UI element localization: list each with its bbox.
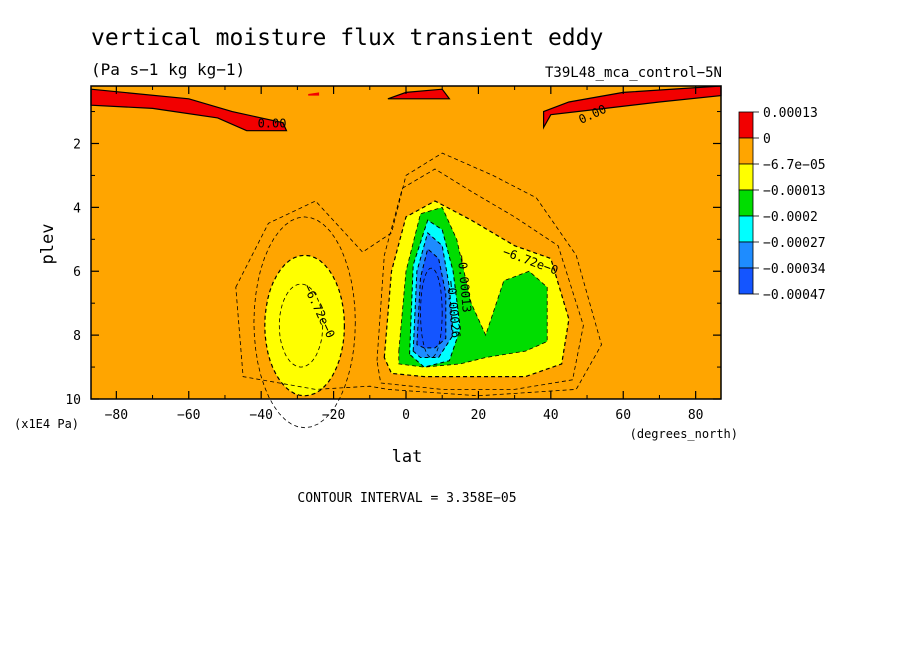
darkblue-region [416, 248, 446, 348]
y-axis: 2 4 6 8 10 [65, 111, 721, 408]
contour-core-1 [409, 219, 461, 368]
x-tick-label: 0 [402, 408, 410, 423]
legend-label: −0.00047 [763, 288, 826, 303]
contour-south-outer [253, 216, 356, 429]
legend-label: −0.00013 [763, 184, 826, 199]
contour-core-3 [416, 247, 447, 349]
legend-label: −0.00034 [763, 262, 826, 277]
red-region-mid [387, 89, 450, 99]
contour-label-5: −0.00026 [444, 280, 463, 339]
x-tick-label: 40 [543, 408, 559, 423]
contour-label-4: −0.00013 [455, 254, 474, 313]
yellow-region-south [264, 255, 345, 396]
y-tick-label: 8 [73, 329, 81, 344]
contour-label-0: 0.00 [258, 117, 287, 131]
y-tick-label: 4 [73, 201, 81, 216]
contour-zero-south [90, 88, 288, 132]
x-tick-label: −20 [322, 408, 345, 423]
x-axis-units: (degrees_north) [630, 427, 738, 441]
x-tick-label: −40 [249, 408, 272, 423]
red-region-small [308, 92, 320, 96]
legend-label: 0 [763, 132, 771, 147]
x-tick-label: −80 [105, 408, 128, 423]
legend-label: −0.00027 [763, 236, 826, 251]
y-axis-label: plev [38, 224, 58, 265]
y-axis-units: (x1E4 Pa) [14, 417, 79, 431]
chart-title: vertical moisture flux transient eddy [91, 25, 603, 51]
contour-south-672 [264, 254, 346, 397]
legend-swatch [738, 189, 754, 217]
run-label: T39L48_mca_control−5N [545, 65, 722, 81]
color-legend: 0.00013 0 −6.7e−05 −0.00013 −0.0002 −0.00027 −… [738, 106, 826, 303]
legend-swatch [738, 215, 754, 243]
legend-label: 0.00013 [763, 106, 818, 121]
legend-swatch [738, 267, 754, 295]
legend-label: −0.0002 [763, 210, 818, 225]
plot-area: 0.00 0.00−6.72e−0−6.72e−0 −0.00013−0.00026… [65, 85, 722, 429]
y-tick-label: 6 [73, 265, 81, 280]
red-region-south [91, 89, 287, 131]
contour-south-inner [278, 283, 324, 368]
x-tick-label: 20 [471, 408, 487, 423]
legend-label: −6.7e−05 [763, 158, 826, 173]
contour-green [398, 206, 548, 368]
y-tick-label: 10 [65, 393, 81, 408]
red-region-north [543, 86, 721, 128]
contour-envelope [235, 152, 602, 397]
x-tick-label: 80 [688, 408, 704, 423]
legend-swatch [738, 163, 754, 191]
contour-interval: CONTOUR INTERVAL = 3.358E−05 [297, 491, 516, 506]
chart-units: (Pa s−1 kg kg−1) [91, 60, 245, 79]
contour-north-outer [376, 168, 584, 390]
x-axis: −80 −60 −40 −20 0 20 40 60 80 [105, 86, 704, 423]
contour-fills [91, 86, 721, 396]
contour-north-672 [383, 200, 570, 378]
x-tick-label: −60 [177, 408, 200, 423]
y-tick-label: 2 [73, 137, 81, 152]
contour-core-2 [412, 231, 454, 358]
x-axis-label: lat [392, 447, 423, 467]
x-tick-label: 60 [615, 408, 631, 423]
legend-swatch [738, 137, 754, 165]
legend-swatch [738, 111, 754, 139]
legend-swatch [738, 241, 754, 269]
